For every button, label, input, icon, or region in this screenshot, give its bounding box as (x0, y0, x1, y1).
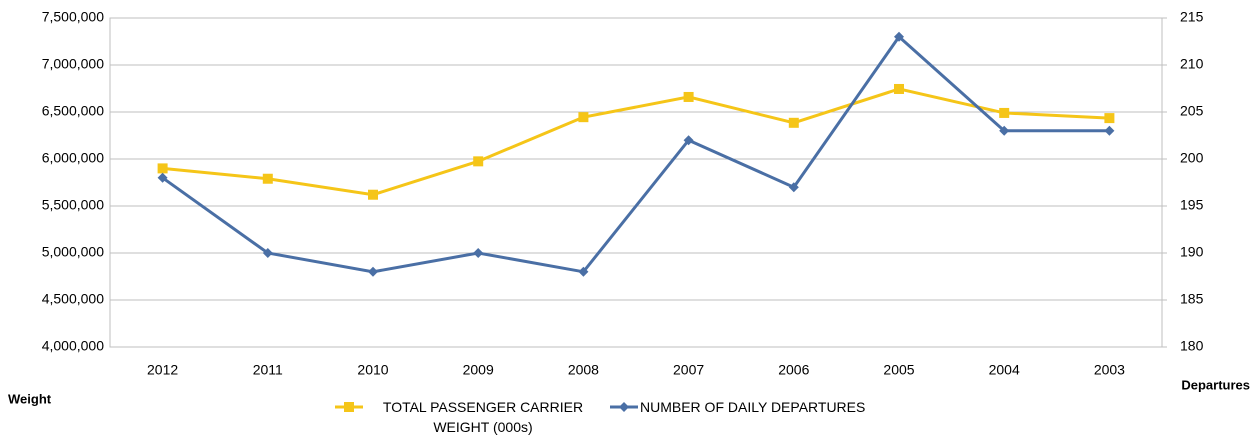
y-tick-label: 5,500,000 (42, 197, 104, 213)
marker (683, 91, 694, 102)
marker (368, 266, 378, 277)
x-tick-label: 2006 (778, 362, 809, 378)
y2-tick-label: 190 (1180, 244, 1204, 260)
marker (578, 112, 589, 123)
marker (683, 135, 694, 146)
y-tick-label: 4,500,000 (42, 291, 104, 307)
marker (262, 173, 273, 184)
y-tick-label: 7,000,000 (42, 56, 104, 72)
marker (894, 31, 904, 42)
y2-axis-label: Departures (1181, 377, 1250, 392)
plot-border (109, 17, 1163, 348)
x-tick-label: 2012 (147, 362, 178, 378)
y-tick-label: 6,500,000 (42, 103, 104, 119)
marker (999, 125, 1010, 136)
series-line (162, 87, 1110, 197)
legend-label: TOTAL PASSENGER CARRIER WEIGHT (000s) (382, 399, 584, 435)
y-tick-label: 5,000,000 (42, 244, 104, 260)
marker (262, 248, 273, 258)
series-line (161, 34, 1110, 274)
x-tick-label: 2010 (357, 362, 388, 378)
x-tick-label: 2011 (253, 362, 283, 378)
y2-tick-label: 180 (1180, 338, 1204, 354)
marker (368, 189, 378, 200)
x-tick-label: 2004 (989, 362, 1020, 378)
marker (578, 266, 589, 277)
y2-tick-label: 195 (1180, 197, 1204, 213)
y-tick-label: 4,000,000 (42, 338, 104, 354)
marker (1104, 125, 1115, 136)
marker (157, 163, 168, 174)
marker (999, 107, 1010, 118)
marker (619, 402, 629, 412)
marker (344, 402, 354, 412)
x-tick-label: 2003 (1094, 362, 1125, 378)
y2-tick-label: 185 (1180, 291, 1204, 307)
marker (788, 182, 799, 193)
legend-label: NUMBER OF DAILY DEPARTURES (640, 399, 866, 415)
marker (473, 156, 484, 167)
x-tick-label: 2008 (568, 362, 599, 378)
x-tick-label: 2009 (463, 362, 494, 378)
x-tick-label: 2007 (673, 362, 704, 378)
marker (157, 172, 168, 183)
marker (473, 248, 484, 258)
y2-tick-label: 205 (1180, 103, 1204, 119)
y2-tick-label: 215 (1180, 9, 1204, 25)
y2-tick-label: 210 (1180, 56, 1204, 72)
y2-tick-label: 200 (1180, 150, 1204, 166)
y-axis-label: Weight (8, 391, 52, 406)
marker (894, 83, 904, 94)
x-tick-label: 2005 (883, 362, 914, 378)
marker (1104, 113, 1115, 124)
y-tick-label: 7,500,000 (42, 9, 104, 25)
marker (788, 117, 799, 128)
y-tick-label: 6,000,000 (42, 150, 104, 166)
